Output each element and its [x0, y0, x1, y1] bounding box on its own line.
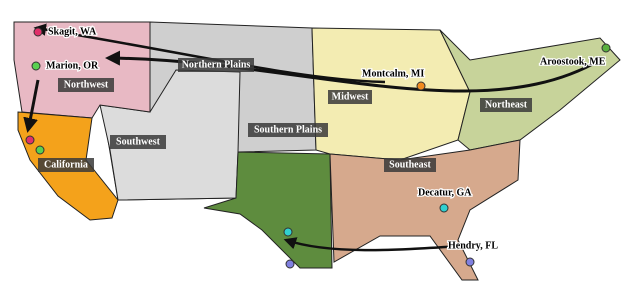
location-label: Hendry, FL: [448, 240, 498, 251]
label-box: [480, 98, 532, 112]
region-southeast: [329, 139, 521, 281]
label-box: [384, 158, 436, 172]
region-label: Northern Plains: [182, 59, 251, 70]
arrow: [23, 79, 40, 133]
site-dot: [439, 203, 449, 213]
region-label: Southern Plains: [254, 124, 322, 135]
region-northeast: [439, 29, 621, 151]
markers: [25, 27, 611, 269]
site-dot: [35, 145, 45, 155]
location-label: Skagit, WA: [48, 26, 97, 37]
location-labels: Skagit, WA Marion, OR Montcalm, MI Aroos…: [45, 25, 607, 253]
site-dot: [416, 81, 426, 91]
site-dot: [283, 227, 293, 237]
site-dot: [25, 135, 35, 145]
site-dot: [601, 43, 611, 53]
region-label: Southwest: [116, 136, 161, 147]
region-southern-plains: [203, 151, 333, 269]
region-labels: Northwest California Southwest Northern …: [38, 58, 532, 172]
location-label: Aroostook, ME: [540, 56, 606, 67]
site-dot: [31, 61, 41, 71]
region-label: Midwest: [332, 91, 369, 102]
region-label: California: [44, 159, 88, 170]
label-box: [328, 90, 372, 104]
label-box: [248, 123, 328, 137]
location-label: Montcalm, MI: [362, 68, 424, 79]
label-box: [178, 58, 254, 72]
region-label: Northwest: [64, 79, 109, 90]
label-box: [58, 78, 114, 92]
arrow: [283, 237, 463, 252]
site-dot: [285, 259, 295, 269]
region-label: Southeast: [389, 159, 431, 170]
location-label: Marion, OR: [46, 60, 99, 71]
site-dot: [465, 257, 475, 267]
regions: [13, 21, 621, 281]
region-label: Northeast: [485, 99, 528, 110]
location-label: Decatur, GA: [418, 187, 472, 198]
label-box: [38, 158, 94, 172]
region-northwest: [13, 21, 151, 119]
site-dot: [33, 27, 43, 37]
label-box: [110, 135, 166, 149]
